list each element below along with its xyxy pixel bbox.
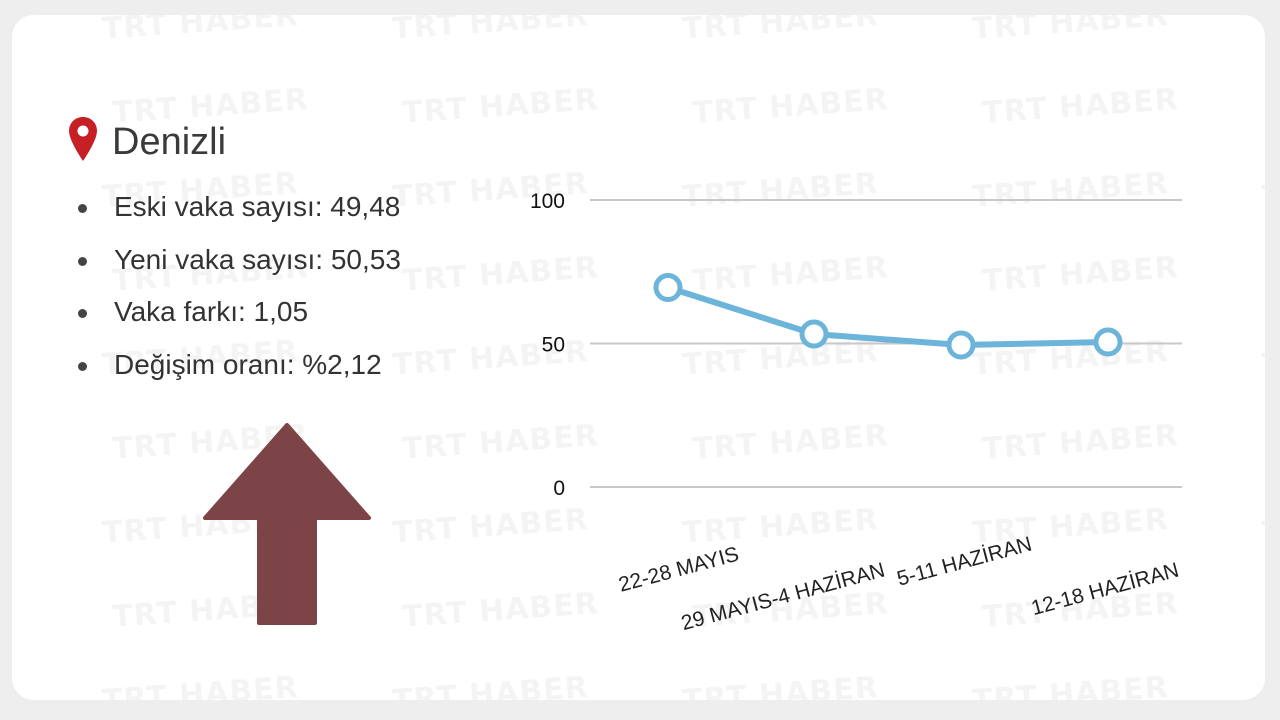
series-line xyxy=(667,284,1109,348)
x-tick-label: 22-28 MAYIS xyxy=(616,543,741,597)
stats-list: Eski vaka sayısı: 49,48 Yeni vaka sayısı… xyxy=(78,185,401,395)
x-tick-label: 12-18 HAZİRAN xyxy=(1029,559,1182,620)
map-pin-icon xyxy=(69,117,97,161)
arrow-up-icon xyxy=(203,423,371,625)
data-point xyxy=(653,273,683,303)
old-case-count: Eski vaka sayısı: 49,48 xyxy=(78,185,401,238)
y-tick-label: 50 xyxy=(542,334,565,357)
city-title: Denizli xyxy=(112,121,227,163)
data-point xyxy=(1093,327,1123,357)
change-rate: Değişim oranı: %2,12 xyxy=(78,343,401,396)
new-case-count: Yeni vaka sayısı: 50,53 xyxy=(78,238,401,291)
data-point xyxy=(946,330,976,360)
y-tick-label: 0 xyxy=(553,477,565,500)
y-tick-label: 100 xyxy=(530,190,565,213)
case-difference: Vaka farkı: 1,05 xyxy=(78,290,401,343)
infographic-card: TRT HABERTRT HABERTRT HABERTRT HABERTRT … xyxy=(12,15,1265,700)
x-tick-label: 5-11 HAZİRAN xyxy=(895,533,1035,591)
data-point xyxy=(799,319,829,349)
